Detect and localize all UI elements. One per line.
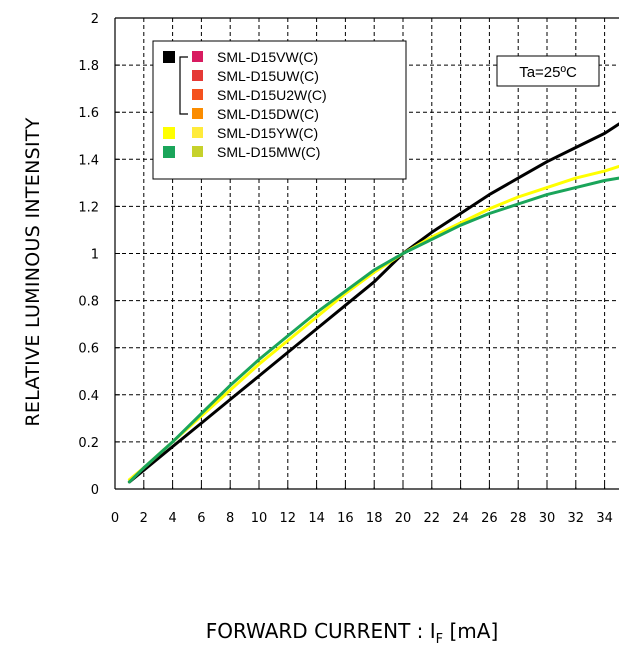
legend-label: SML-D15DW(C)	[217, 106, 319, 122]
x-tick-label: 34	[596, 511, 613, 526]
legend-swatch	[192, 108, 203, 119]
legend-swatch	[192, 70, 203, 81]
legend-swatch	[192, 146, 203, 157]
x-tick-label: 32	[568, 511, 585, 526]
legend-group-swatch	[163, 51, 175, 63]
x-tick-label: 2	[140, 511, 148, 526]
x-axis-label-suffix: [mA]	[443, 619, 498, 643]
x-tick-label: 20	[395, 511, 412, 526]
x-tick-label: 10	[251, 511, 268, 526]
legend-label: SML-D15YW(C)	[217, 125, 318, 141]
annotation-frame	[496, 55, 600, 87]
y-tick-label: 0	[91, 483, 99, 498]
y-tick-label: 2	[91, 12, 99, 27]
legend-label: SML-D15U2W(C)	[217, 87, 327, 103]
y-tick-label: 1.6	[78, 106, 99, 121]
legend-label: SML-D15MW(C)	[217, 144, 320, 160]
plot-series	[127, 122, 619, 484]
y-tick-label: 0.8	[78, 295, 99, 310]
x-tick-label: 24	[452, 511, 469, 526]
x-tick-label: 26	[481, 511, 498, 526]
x-tick-labels: 0 2 4 6 8 10 12 14 16 18 20 22 24 26 28 30 32 34	[111, 511, 613, 526]
annotation-text: Ta=25ºC	[519, 64, 577, 81]
x-tick-label: 8	[226, 511, 234, 526]
temperature-annotation: Ta=25ºC	[496, 55, 600, 87]
x-axis-label-prefix: FORWARD CURRENT : I	[206, 619, 436, 643]
x-axis-label-subscript: F	[436, 632, 443, 645]
x-tick-label: 12	[280, 511, 297, 526]
legend-box: SML-D15VW(C) SML-D15UW(C) SML-D15U2W(C) SML…	[152, 40, 407, 180]
legend-bracket	[179, 56, 188, 115]
series-line	[127, 122, 619, 484]
y-tick-label: 1.8	[78, 59, 99, 74]
y-tick-label: 1	[91, 248, 99, 263]
x-tick-label: 16	[337, 511, 354, 526]
y-tick-label: 0.4	[78, 389, 99, 404]
y-tick-labels: 0 0.2 0.4 0.6 0.8 1 1.2 1.4 1.6 1.8 2	[78, 12, 99, 498]
legend-label: SML-D15UW(C)	[217, 68, 319, 84]
x-tick-label: 18	[366, 511, 383, 526]
x-tick-label: 14	[308, 511, 325, 526]
legend-label: SML-D15VW(C)	[217, 49, 318, 65]
y-tick-label: 1.4	[78, 153, 99, 168]
legend-group-swatch	[163, 127, 175, 139]
plot-axes	[114, 17, 619, 490]
legend-swatch	[192, 127, 203, 138]
x-tick-label: 30	[539, 511, 556, 526]
x-tick-label: 0	[111, 511, 119, 526]
series-line	[127, 176, 619, 484]
legend-swatch	[192, 89, 203, 100]
y-tick-label: 1.2	[78, 200, 99, 215]
legend-group-swatch	[163, 146, 175, 158]
y-tick-label: 0.2	[78, 436, 99, 451]
x-axis-label: FORWARD CURRENT : IF [mA]	[206, 619, 499, 645]
x-tick-label: 4	[168, 511, 176, 526]
y-axis-label: RELATIVE LUMINOUS INTENSITY	[22, 117, 44, 426]
x-tick-label: 6	[197, 511, 205, 526]
legend-swatch	[192, 51, 203, 62]
x-tick-label: 22	[424, 511, 441, 526]
y-tick-label: 0.6	[78, 342, 99, 357]
legend-items: SML-D15VW(C) SML-D15UW(C) SML-D15U2W(C) SML…	[163, 49, 327, 160]
series-line	[127, 164, 619, 482]
x-tick-label: 28	[510, 511, 527, 526]
